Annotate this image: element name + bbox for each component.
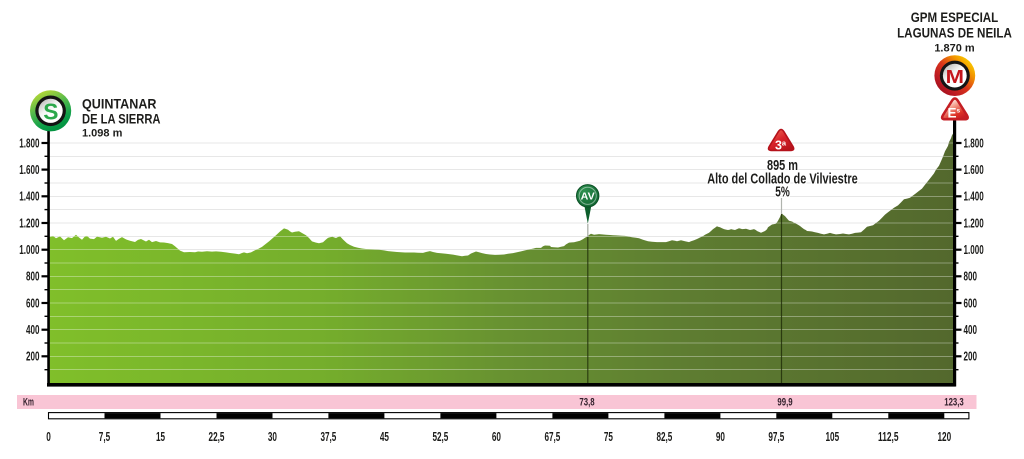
svg-text:200: 200 [964, 349, 978, 364]
svg-text:200: 200 [26, 349, 40, 364]
svg-text:1.400: 1.400 [19, 189, 39, 204]
svg-text:1.200: 1.200 [964, 215, 984, 230]
svg-text:1.000: 1.000 [19, 242, 39, 257]
svg-text:800: 800 [26, 269, 40, 284]
svg-text:82,5: 82,5 [656, 429, 672, 444]
svg-text:75: 75 [604, 429, 613, 444]
svg-text:60: 60 [492, 429, 501, 444]
svg-text:1.000: 1.000 [964, 242, 984, 257]
svg-text:73,8: 73,8 [579, 397, 594, 409]
svg-text:1.870 m: 1.870 m [934, 43, 975, 55]
svg-text:15: 15 [156, 429, 165, 444]
svg-text:90: 90 [716, 429, 725, 444]
svg-text:800: 800 [964, 269, 978, 284]
svg-text:400: 400 [26, 322, 40, 337]
svg-text:DE LA SIERRA: DE LA SIERRA [82, 111, 161, 126]
svg-text:600: 600 [964, 295, 978, 310]
svg-text:600: 600 [26, 295, 40, 310]
svg-text:1.800: 1.800 [964, 135, 984, 150]
svg-text:Km: Km [23, 397, 34, 409]
svg-text:1.600: 1.600 [19, 162, 39, 177]
svg-text:105: 105 [825, 429, 839, 444]
svg-text:1.600: 1.600 [964, 162, 984, 177]
svg-text:0: 0 [46, 429, 51, 444]
svg-text:97,5: 97,5 [768, 429, 784, 444]
svg-text:1.400: 1.400 [964, 189, 984, 204]
svg-text:3a: 3a [775, 138, 787, 152]
svg-text:Alto del Collado de Vilviestre: Alto del Collado de Vilviestre [707, 171, 858, 187]
svg-text:7,5: 7,5 [99, 429, 110, 444]
svg-text:67,5: 67,5 [544, 429, 560, 444]
svg-text:22,5: 22,5 [209, 429, 225, 444]
svg-text:5%: 5% [775, 184, 790, 200]
svg-text:1.200: 1.200 [19, 215, 39, 230]
svg-text:52,5: 52,5 [432, 429, 448, 444]
svg-text:LAGUNAS DE NEILA: LAGUNAS DE NEILA [897, 25, 1012, 40]
svg-text:99,9: 99,9 [777, 397, 792, 409]
svg-text:120: 120 [937, 429, 951, 444]
svg-text:37,5: 37,5 [320, 429, 336, 444]
svg-text:30: 30 [268, 429, 277, 444]
svg-text:QUINTANAR: QUINTANAR [82, 97, 157, 112]
svg-text:GPM ESPECIAL: GPM ESPECIAL [911, 10, 999, 25]
svg-text:1.800: 1.800 [19, 135, 39, 150]
svg-text:112,5: 112,5 [878, 429, 899, 444]
svg-text:AV: AV [581, 191, 595, 203]
svg-text:45: 45 [380, 429, 389, 444]
svg-text:S: S [43, 98, 58, 124]
svg-text:400: 400 [964, 322, 978, 337]
svg-text:1.098 m: 1.098 m [82, 128, 123, 140]
svg-text:895 m: 895 m [767, 158, 798, 174]
svg-text:M: M [946, 66, 964, 87]
svg-text:123,3: 123,3 [944, 397, 964, 409]
